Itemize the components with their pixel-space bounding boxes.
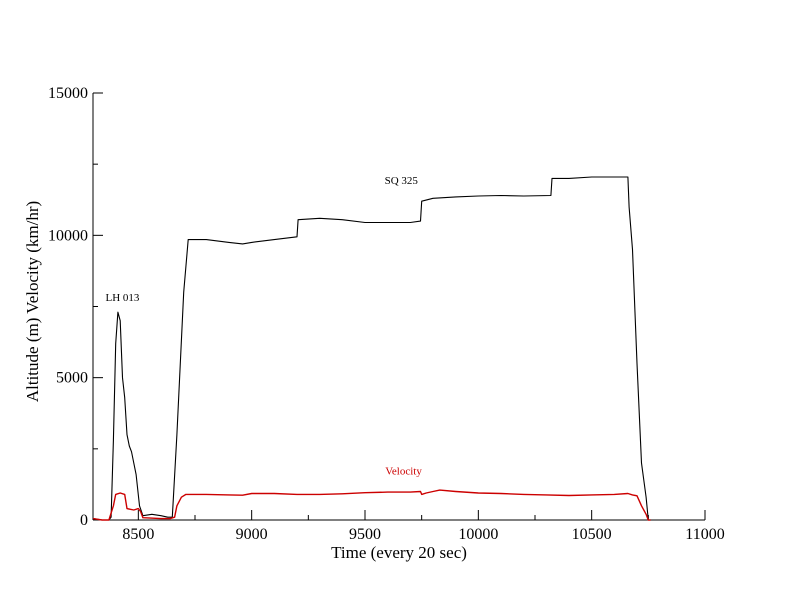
annotation-label: Velocity [385, 465, 422, 477]
x-tick-label: 8500 [122, 526, 154, 543]
y-ticks: 0 5000 10000 15000 [48, 85, 103, 529]
annotation-layer: LH 013 SQ 325 Velocity [106, 175, 423, 477]
annotation-label: LH 013 [106, 292, 140, 304]
series-layer [92, 176, 651, 521]
y-tick-label: 15000 [48, 85, 88, 102]
x-tick-label: 10000 [458, 526, 498, 543]
x-tick-label: 9000 [236, 526, 268, 543]
x-tick-label: 11000 [685, 526, 724, 543]
axes: 8500 9000 9500 10000 10500 11000 0 5000 10000 15… [48, 85, 725, 543]
velocity-series-line [92, 489, 651, 521]
x-tick-label: 9500 [349, 526, 381, 543]
altitude-series-line [92, 176, 651, 521]
annotation-label: SQ 325 [385, 175, 419, 187]
y-tick-label: 10000 [48, 227, 88, 244]
y-tick-label: 0 [80, 512, 88, 529]
x-tick-label: 10500 [572, 526, 612, 543]
x-axis-title: Time (every 20 sec) [331, 543, 467, 562]
y-axis-title: Altitude (m) Velocity (km/hr) [23, 201, 42, 402]
x-ticks: 8500 9000 9500 10000 10500 11000 [122, 510, 725, 543]
y-tick-label: 5000 [56, 370, 88, 387]
